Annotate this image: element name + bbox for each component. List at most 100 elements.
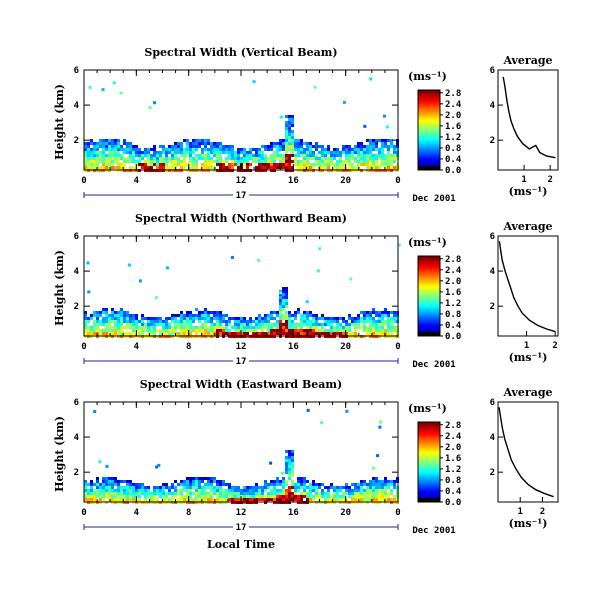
heatmap-cell bbox=[261, 329, 264, 332]
heatmap-cell bbox=[381, 311, 384, 314]
heatmap-cell bbox=[273, 166, 276, 169]
heatmap-cell bbox=[303, 492, 306, 495]
heatmap-cell bbox=[135, 320, 138, 323]
heatmap-cell bbox=[321, 323, 324, 326]
heatmap-cell bbox=[372, 489, 375, 492]
heatmap-cell bbox=[279, 302, 282, 305]
heatmap-cell bbox=[114, 160, 117, 163]
average-x-label: (ms⁻¹) bbox=[509, 351, 548, 364]
average-title: Average bbox=[502, 386, 552, 399]
heatmap-cell bbox=[387, 311, 390, 314]
heatmap-cell bbox=[249, 486, 252, 489]
heatmap-cell bbox=[318, 160, 321, 163]
heatmap-cell bbox=[105, 495, 108, 498]
x-tick-label: 4 bbox=[134, 176, 140, 186]
heatmap-cell bbox=[123, 332, 126, 335]
heatmap-cell bbox=[162, 148, 165, 151]
heatmap-cell bbox=[237, 489, 240, 492]
heatmap-cell bbox=[186, 326, 189, 329]
heatmap-cell bbox=[294, 160, 297, 163]
heatmap-cell bbox=[165, 148, 168, 151]
heatmap-cell bbox=[369, 329, 372, 332]
heatmap-cell bbox=[291, 456, 294, 459]
heatmap-cell bbox=[375, 160, 378, 163]
heatmap-cell bbox=[384, 486, 387, 489]
heatmap-cell bbox=[126, 142, 129, 145]
heatmap-cell bbox=[306, 495, 309, 498]
heatmap-cell bbox=[108, 154, 111, 157]
x-tick-label: 8 bbox=[186, 342, 191, 352]
heatmap-cell bbox=[225, 483, 228, 486]
heatmap-cell bbox=[165, 166, 168, 169]
heatmap-cell bbox=[261, 157, 264, 160]
heatmap-cell bbox=[111, 151, 114, 154]
heatmap-cell bbox=[273, 142, 276, 145]
heatmap-cell bbox=[357, 154, 360, 157]
heatmap-cell bbox=[93, 409, 97, 413]
heatmap-cell bbox=[231, 495, 234, 498]
heatmap-cell bbox=[282, 486, 285, 489]
heatmap-cell bbox=[330, 486, 333, 489]
heatmap-cell bbox=[237, 163, 240, 166]
heatmap-cell bbox=[198, 326, 201, 329]
heatmap-cell bbox=[249, 329, 252, 332]
heatmap-cell bbox=[279, 320, 282, 323]
heatmap-cell bbox=[186, 317, 189, 320]
heatmap-cell bbox=[378, 480, 381, 483]
heatmap-cell bbox=[375, 323, 378, 326]
heatmap-cell bbox=[285, 130, 288, 133]
heatmap-cell bbox=[165, 329, 168, 332]
heatmap-cell bbox=[285, 489, 288, 492]
heatmap-cell bbox=[201, 495, 204, 498]
heatmap-cell bbox=[162, 157, 165, 160]
heatmap-cell bbox=[273, 480, 276, 483]
heatmap-cell bbox=[276, 166, 279, 169]
colorbar-swatch bbox=[418, 152, 440, 155]
heatmap-cell bbox=[258, 151, 261, 154]
heatmap-cell bbox=[99, 166, 102, 169]
heatmap-cell bbox=[234, 323, 237, 326]
heatmap-cell bbox=[351, 495, 354, 498]
day-label-bg bbox=[233, 356, 249, 366]
heatmap-cell bbox=[213, 154, 216, 157]
heatmap-cell bbox=[153, 320, 156, 323]
heatmap-cell bbox=[306, 492, 309, 495]
heatmap-cell bbox=[282, 160, 285, 163]
x-tick-label: 12 bbox=[236, 176, 247, 186]
heatmap-cell bbox=[303, 332, 306, 335]
heatmap-cell bbox=[387, 317, 390, 320]
heatmap-cell bbox=[315, 323, 318, 326]
colorbar-swatch bbox=[418, 268, 440, 271]
heatmap-cell bbox=[126, 320, 129, 323]
heatmap-cell bbox=[366, 154, 369, 157]
x-tick-label: 16 bbox=[288, 342, 299, 352]
heatmap-cell bbox=[141, 332, 144, 335]
heatmap-cell bbox=[255, 320, 258, 323]
heatmap-cell bbox=[291, 462, 294, 465]
x-tick-label: 0 bbox=[81, 176, 86, 186]
date-label: Dec 2001 bbox=[412, 194, 455, 204]
colorbar-tick-label: 2.0 bbox=[445, 111, 461, 121]
heatmap-cell bbox=[198, 483, 201, 486]
heatmap-cell bbox=[336, 166, 339, 169]
average-y-tick-label: 2 bbox=[490, 302, 495, 312]
heatmap-cell bbox=[120, 495, 123, 498]
colorbar-swatch bbox=[418, 448, 440, 451]
heatmap-cell bbox=[189, 492, 192, 495]
heatmap-cell bbox=[351, 489, 354, 492]
heatmap-cell bbox=[157, 463, 161, 467]
heatmap-cell bbox=[300, 483, 303, 486]
heatmap-cell bbox=[174, 163, 177, 166]
colorbar-swatch bbox=[418, 122, 440, 125]
heatmap-cell bbox=[243, 498, 246, 501]
heatmap-cell bbox=[258, 489, 261, 492]
heatmap-cell bbox=[255, 166, 258, 169]
heatmap-cell bbox=[312, 151, 315, 154]
heatmap-cell bbox=[174, 495, 177, 498]
heatmap-cell bbox=[186, 151, 189, 154]
colorbar-tick-label: 2.4 bbox=[445, 432, 462, 442]
heatmap-cell bbox=[156, 151, 159, 154]
heatmap-cell bbox=[279, 483, 282, 486]
heatmap-cell bbox=[279, 326, 282, 329]
